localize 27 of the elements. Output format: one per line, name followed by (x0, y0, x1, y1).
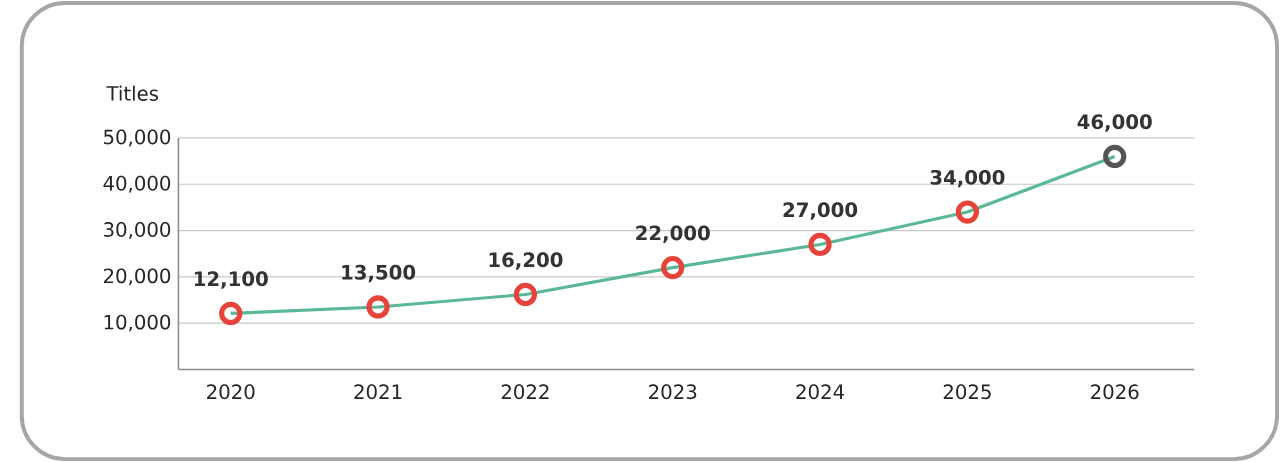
y-axis-title: Titles (106, 85, 159, 101)
x-tick-label: 2023 (649, 384, 697, 400)
point (661, 255, 685, 280)
point (808, 232, 832, 257)
data-label: 13,500 (342, 264, 416, 283)
data-label: 34,000 (930, 169, 1005, 188)
x-tick-label: 2022 (501, 384, 549, 400)
data-label: 16,200 (489, 252, 563, 270)
x-tick-label: 2021 (354, 384, 402, 400)
point (955, 200, 979, 224)
y-tick-label: 20,000 (103, 268, 171, 286)
point (219, 301, 243, 326)
x-tick-label: 2024 (796, 384, 844, 400)
point (1103, 144, 1127, 169)
y-tick-label: 50,000 (104, 129, 171, 147)
data-label: 27,000 (783, 202, 858, 220)
x-tick-label: 2025 (943, 384, 991, 400)
y-tick-label: 30,000 (104, 222, 171, 239)
point (366, 295, 390, 319)
y-tick-label: 10,000 (104, 314, 171, 332)
x-tick-label: 2020 (207, 384, 255, 400)
data-label: 22,000 (636, 225, 710, 243)
x-tick-label: 2026 (1091, 384, 1139, 400)
data-label: 12,100 (194, 271, 268, 289)
point (513, 282, 538, 307)
y-tick-label: 40,000 (103, 175, 171, 193)
data-label: 46,000 (1077, 114, 1152, 132)
